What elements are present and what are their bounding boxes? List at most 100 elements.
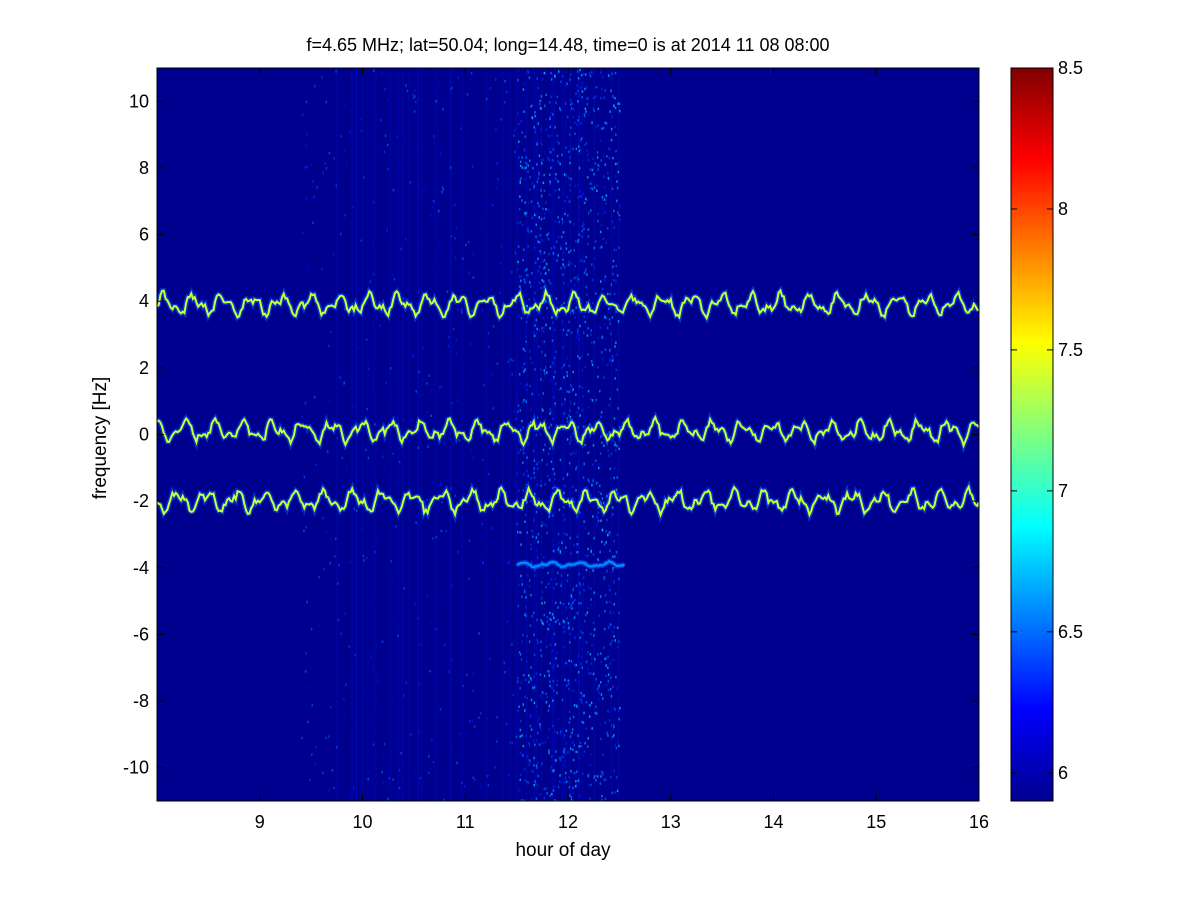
noise-speckle [352, 404, 354, 408]
noise-speckle [397, 417, 399, 420]
noise-speckle [595, 292, 597, 295]
noise-speckle [523, 148, 526, 151]
noise-speckle [422, 378, 425, 381]
noise-speckle [556, 301, 559, 304]
noise-speckle [405, 84, 407, 87]
noise-speckle [340, 232, 342, 235]
noise-speckle [610, 694, 613, 698]
noise-speckle [548, 624, 550, 627]
noise-speckle [312, 180, 314, 183]
noise-speckle [536, 180, 539, 184]
noise-speckle [481, 612, 483, 615]
noise-speckle [423, 148, 425, 151]
noise-speckle [524, 520, 526, 523]
noise-speckle [528, 640, 531, 643]
noise-speckle [614, 708, 616, 711]
noise-speckle [526, 388, 528, 392]
x-tick-label: 15 [866, 812, 886, 832]
noise-speckle [617, 102, 619, 105]
noise-speckle [534, 291, 536, 295]
noise-speckle [550, 423, 552, 427]
noise-speckle [572, 311, 575, 315]
noise-speckle [526, 780, 528, 783]
noise-speckle [521, 583, 523, 586]
noise-speckle [589, 397, 592, 401]
noise-speckle [315, 746, 317, 749]
noise-speckle [548, 279, 550, 282]
noise-speckle [590, 587, 592, 590]
noise-speckle [609, 549, 611, 552]
noise-speckle [501, 409, 503, 412]
noise-speckle [524, 695, 526, 699]
noise-speckle [568, 641, 571, 644]
noise-speckle [343, 381, 346, 384]
noise-speckle [578, 680, 580, 683]
noise-speckle [556, 134, 559, 138]
noise-speckle [543, 372, 546, 375]
noise-speckle [442, 188, 445, 191]
noise-speckle [525, 268, 528, 271]
noise-speckle [306, 431, 308, 434]
noise-speckle [533, 297, 535, 301]
noise-speckle [521, 419, 523, 423]
noise-speckle [582, 632, 584, 635]
noise-speckle [518, 208, 521, 211]
noise-speckle [604, 657, 606, 661]
noise-speckle [542, 392, 544, 395]
noise-speckle [607, 449, 609, 452]
noise-speckle [548, 134, 550, 138]
noise-speckle [542, 379, 545, 383]
noise-speckle [597, 375, 599, 379]
noise-speckle [506, 251, 508, 255]
noise-speckle [367, 456, 370, 460]
noise-speckle [544, 302, 546, 305]
noise-speckle [597, 107, 600, 111]
y-tick-label: 0 [139, 425, 149, 445]
noise-speckle [610, 724, 613, 727]
noise-speckle [310, 628, 313, 631]
noise-speckle [541, 741, 544, 745]
noise-speckle [340, 785, 342, 789]
noise-speckle [555, 657, 557, 660]
noise-speckle [583, 589, 585, 592]
y-tick-label: 2 [139, 358, 149, 378]
noise-speckle [522, 401, 524, 404]
noise-speckle [381, 509, 383, 512]
noise-speckle [389, 259, 391, 262]
noise-speckle [553, 376, 555, 379]
noise-speckle [477, 407, 479, 411]
noise-speckle [333, 157, 335, 160]
noise-speckle [615, 353, 618, 356]
noise-speckle [616, 444, 618, 448]
noise-speckle [384, 134, 387, 138]
noise-speckle [463, 785, 466, 788]
noise-speckle [586, 273, 588, 276]
noise-speckle [325, 271, 327, 274]
noise-speckle [548, 674, 550, 677]
noise-speckle [532, 535, 534, 538]
noise-speckle [581, 81, 583, 85]
noise-speckle [519, 653, 522, 656]
colorbar-tick-label: 6.5 [1058, 622, 1083, 642]
noise-speckle [544, 443, 546, 447]
noise-speckle [551, 612, 554, 616]
noise-speckle [506, 620, 508, 623]
noise-speckle [472, 776, 474, 779]
noise-speckle [535, 235, 537, 238]
noise-speckle [562, 750, 565, 754]
noise-speckle [563, 301, 565, 305]
noise-speckle [550, 578, 552, 581]
noise-speckle [393, 742, 395, 746]
noise-speckle [559, 759, 562, 762]
noise-speckle [612, 567, 614, 570]
noise-speckle [516, 410, 519, 413]
noise-speckle [598, 132, 600, 135]
noise-speckle [561, 403, 563, 406]
noise-speckle [549, 117, 551, 121]
noise-speckle [522, 259, 524, 262]
noise-speckle [318, 624, 321, 627]
noise-speckle [417, 446, 420, 450]
noise-speckle [592, 301, 594, 305]
noise-speckle [431, 205, 434, 209]
noise-speckle [617, 320, 620, 323]
